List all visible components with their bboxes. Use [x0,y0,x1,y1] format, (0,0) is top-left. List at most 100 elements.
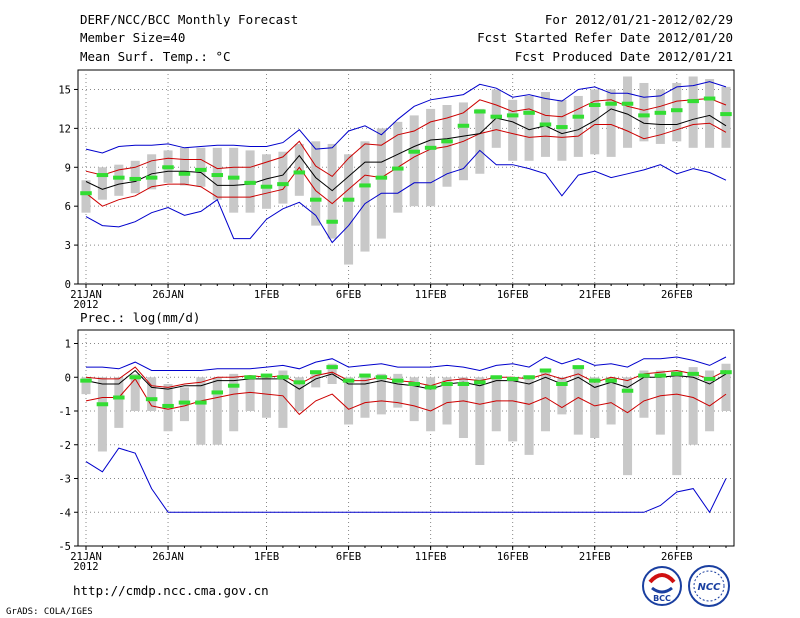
ensemble-marker [605,101,617,106]
x-tick-label: 16FEB [497,289,529,301]
ensemble-marker [326,219,338,224]
spread-box [278,151,288,204]
y-tick-label: 0 [65,372,71,384]
spread-box [114,377,124,428]
x-tick-label: 1FEB [254,289,279,301]
spread-box [442,377,452,425]
spread-box [540,370,550,432]
ensemble-marker [490,114,502,119]
x-tick-label: 6FEB [336,551,361,563]
spread-box [672,370,682,476]
y-tick-label: -4 [58,507,71,519]
ensemble-marker [474,109,486,114]
spread-box [491,377,501,432]
ensemble-marker [96,173,109,178]
spread-box [475,377,485,465]
spread-box [212,377,222,445]
spread-box [705,79,715,148]
spread-box [229,147,239,213]
ensemble-marker [244,375,256,380]
spread-box [327,143,337,239]
minimum-line [85,447,727,514]
ensemble-marker [572,365,585,370]
ensemble-marker [621,388,634,393]
ensemble-marker [375,175,388,180]
ncc-logo-text: NCC [697,582,721,593]
y-tick-label: 9 [65,162,71,174]
spread-box [721,86,731,148]
spread-box [376,128,386,239]
spread-box [360,373,370,418]
plot-frame [77,69,735,285]
spread-box [229,373,239,432]
x-tick-label: 21FEB [579,289,611,301]
spread-box [147,154,157,190]
spread-box [114,164,124,196]
spread-box [590,89,600,155]
spread-box [688,367,698,445]
ensemble-marker [145,397,158,402]
ensemble-marker [260,373,273,378]
ensemble-marker [572,114,585,119]
ensemble-marker [654,373,667,378]
ensemble-marker [293,170,306,175]
x-tick-label: 26JAN [152,289,184,301]
ensemble-marker [687,371,699,376]
spread-box [606,89,616,157]
ensemble-marker [408,149,420,154]
x-year-label: 2012 [73,561,98,573]
y-tick-label: -1 [58,406,71,418]
ensemble-marker [703,96,716,101]
bcc-logo-text: BCC [653,594,671,603]
spread-box [688,76,698,148]
ensemble-marker [293,380,306,385]
spread-box [81,377,91,395]
x-tick-label: 21JAN [70,551,102,563]
minimum-line [85,149,727,244]
website-url: http://cmdp.ncc.cma.gov.cn [73,583,269,598]
ensemble-marker [310,370,322,375]
ensemble-marker [654,110,667,115]
ensemble-marker [162,403,174,408]
x-tick-label: 26FEB [661,551,693,563]
spread-box [278,370,288,428]
spread-box [179,147,189,186]
ensemble-marker [277,182,289,187]
ensemble-marker [671,371,683,376]
y-tick-label: 15 [58,84,71,96]
spread-box [376,373,386,415]
spread-box [623,76,633,148]
spread-box [639,82,649,142]
ensemble-marker [129,375,141,380]
spread-box [442,105,452,187]
spread-box [557,99,567,161]
y-tick-label: -3 [58,474,71,486]
spread-box [147,377,157,411]
ensemble-marker [342,378,355,383]
plus-std-line [85,366,727,388]
ensemble-marker [244,180,256,185]
spread-box [590,377,600,438]
y-tick-label: 3 [65,240,71,252]
spread-box [557,377,567,415]
ensemble-marker [687,99,699,104]
y-tick-label: -5 [58,541,71,553]
mean-line [85,108,727,192]
ensemble-marker [162,165,174,170]
spread-box [130,373,140,411]
x-tick-label: 21FEB [579,551,611,563]
ensemble-marker [227,383,240,388]
temp-panel-title: Mean Surf. Temp.: °C [80,49,231,64]
ensemble-marker [523,375,535,380]
spread-box [409,115,419,207]
spread-box [262,377,272,418]
ensemble-marker [424,385,437,390]
y-tick-label: 1 [65,339,71,351]
spread-box [393,373,403,408]
spread-box [344,154,354,265]
figure-title: DERF/NCC/BCC Monthly Forecast [80,12,298,27]
bcc-logo: BCC [642,566,682,606]
spread-box [196,147,206,187]
spread-box [426,108,436,207]
spread-box [97,377,107,452]
